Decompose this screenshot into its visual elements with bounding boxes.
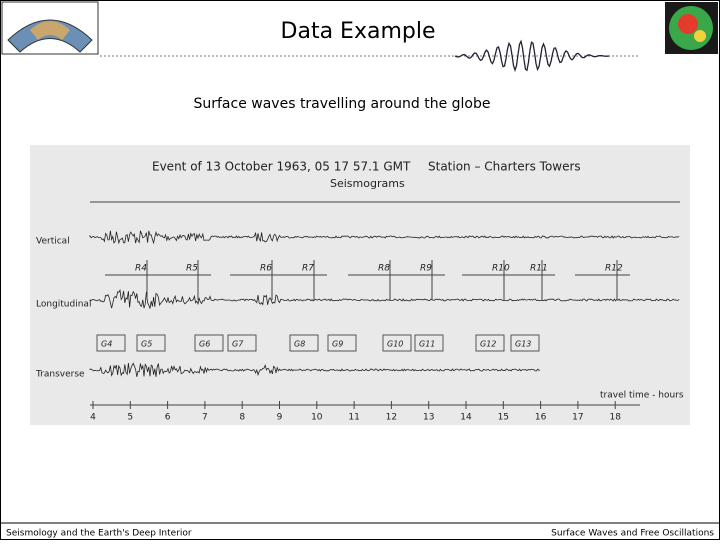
love-label: G13: [515, 340, 531, 349]
rayleigh-label: R4: [135, 264, 147, 274]
phase-box: [382, 334, 412, 352]
slide-subtitle: Surface waves travelling around the glob…: [193, 96, 490, 112]
love-label: G7: [232, 340, 244, 349]
love-label: G4: [101, 340, 112, 349]
footer-left: Seismology and the Earth's Deep Interior: [6, 529, 192, 539]
love-label: G12: [480, 340, 496, 349]
axis-tick-label: 18: [609, 413, 621, 423]
phase-box: [510, 334, 540, 352]
rayleigh-label: R5: [186, 264, 198, 274]
trace-label: Transverse: [35, 370, 85, 380]
axis-tick-label: 7: [202, 413, 208, 423]
trace-label: Vertical: [36, 237, 70, 247]
figure-station: Station – Charters Towers: [428, 160, 581, 174]
axis-label: travel time - hours: [600, 391, 684, 401]
figure-heading: Seismograms: [330, 177, 405, 190]
logo-left: [1, 1, 99, 55]
axis-tick-label: 10: [311, 413, 323, 423]
footer-right: Surface Waves and Free Oscillations: [551, 529, 714, 539]
axis-tick-label: 15: [498, 413, 509, 423]
axis-tick-label: 9: [277, 413, 283, 423]
slide-title: Data Example: [281, 19, 436, 44]
love-label: G8: [294, 340, 305, 349]
figure-background: [30, 145, 690, 425]
axis-tick-label: 8: [239, 413, 245, 423]
seismogram-figure: Event of 13 October 1963, 05 17 57.1 GMT…: [30, 145, 690, 425]
seismogram-trace: [89, 230, 680, 245]
axis-tick-label: 13: [423, 413, 434, 423]
phase-box: [227, 334, 257, 352]
rayleigh-label: R12: [605, 264, 623, 274]
axis-tick-label: 5: [127, 413, 133, 423]
logo-right: [665, 2, 718, 54]
rayleigh-label: R6: [260, 264, 272, 274]
love-label: G5: [141, 340, 152, 349]
phase-box: [96, 334, 126, 352]
love-label: G11: [419, 340, 435, 349]
axis-tick-label: 16: [535, 413, 547, 423]
love-label: G9: [332, 340, 343, 349]
trace-label: Longitudinal: [36, 300, 91, 310]
axis-tick-label: 4: [90, 413, 96, 423]
seismogram-trace: [89, 288, 680, 309]
phase-box: [194, 334, 224, 352]
phase-box: [414, 334, 444, 352]
rayleigh-label: R9: [420, 264, 432, 274]
rayleigh-label: R11: [530, 264, 548, 274]
rayleigh-label: R7: [302, 264, 314, 274]
title-wavelet: [454, 39, 610, 73]
love-label: G6: [199, 340, 210, 349]
rayleigh-label: R10: [492, 264, 510, 274]
love-label: G10: [387, 340, 403, 349]
figure-event: Event of 13 October 1963, 05 17 57.1 GMT: [152, 160, 411, 174]
axis-tick-label: 17: [572, 413, 583, 423]
rayleigh-label: R8: [378, 264, 390, 274]
axis-tick-label: 11: [348, 413, 359, 423]
axis-tick-label: 6: [165, 413, 171, 423]
axis-tick-label: 12: [386, 413, 397, 423]
seismogram-trace: [89, 362, 541, 377]
phase-box: [136, 334, 166, 352]
phase-box: [327, 334, 357, 352]
phase-box: [475, 334, 505, 352]
axis-tick-label: 14: [460, 413, 472, 423]
phase-box: [289, 334, 319, 352]
